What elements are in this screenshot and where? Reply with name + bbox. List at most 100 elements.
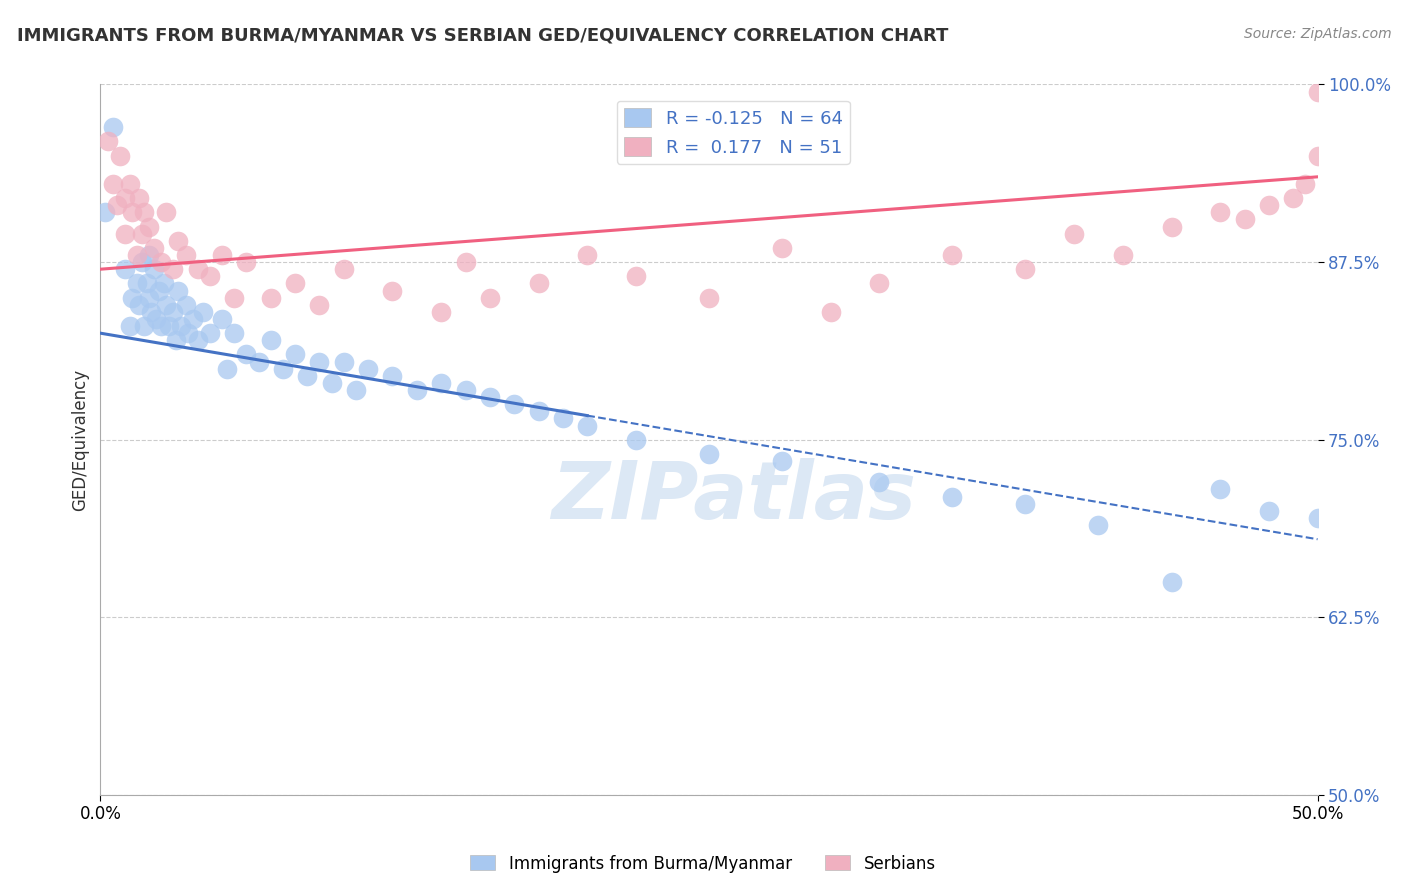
Point bbox=[97, 134, 120, 148]
Point bbox=[333, 354, 356, 368]
Point bbox=[1160, 219, 1182, 234]
Y-axis label: GED/Equivalency: GED/Equivalency bbox=[72, 368, 89, 511]
Point bbox=[134, 205, 156, 219]
Legend: R = -0.125   N = 64, R =  0.177   N = 51: R = -0.125 N = 64, R = 0.177 N = 51 bbox=[617, 101, 849, 164]
Point bbox=[247, 354, 270, 368]
Point bbox=[1306, 511, 1329, 525]
Point bbox=[157, 319, 180, 334]
Point bbox=[941, 248, 963, 262]
Point bbox=[551, 411, 574, 425]
Point bbox=[868, 475, 890, 490]
Point bbox=[138, 248, 160, 262]
Point bbox=[1209, 483, 1232, 497]
Point bbox=[167, 284, 190, 298]
Point bbox=[162, 305, 184, 319]
Point bbox=[165, 333, 187, 347]
Point bbox=[308, 354, 330, 368]
Point bbox=[576, 248, 599, 262]
Point bbox=[235, 255, 257, 269]
Point bbox=[191, 305, 214, 319]
Point bbox=[187, 333, 209, 347]
Point bbox=[576, 418, 599, 433]
Point bbox=[868, 277, 890, 291]
Point bbox=[148, 284, 170, 298]
Point bbox=[430, 376, 453, 390]
Point bbox=[820, 305, 842, 319]
Point bbox=[101, 177, 124, 191]
Point bbox=[105, 198, 128, 212]
Point bbox=[128, 298, 150, 312]
Point bbox=[321, 376, 343, 390]
Point bbox=[478, 390, 501, 404]
Point bbox=[215, 361, 238, 376]
Point bbox=[118, 177, 141, 191]
Point bbox=[1087, 518, 1109, 533]
Point bbox=[138, 291, 160, 305]
Point bbox=[308, 298, 330, 312]
Point bbox=[138, 219, 160, 234]
Point bbox=[150, 255, 173, 269]
Point bbox=[770, 454, 793, 468]
Point bbox=[145, 312, 167, 326]
Point bbox=[260, 333, 283, 347]
Point bbox=[478, 291, 501, 305]
Point bbox=[211, 312, 233, 326]
Point bbox=[284, 347, 307, 361]
Point bbox=[1014, 497, 1036, 511]
Point bbox=[125, 277, 148, 291]
Point bbox=[1160, 574, 1182, 589]
Point bbox=[150, 319, 173, 334]
Point bbox=[697, 447, 720, 461]
Point bbox=[198, 269, 221, 284]
Point bbox=[624, 433, 647, 447]
Point bbox=[125, 248, 148, 262]
Point bbox=[1306, 85, 1329, 99]
Point bbox=[1209, 205, 1232, 219]
Text: IMMIGRANTS FROM BURMA/MYANMAR VS SERBIAN GED/EQUIVALENCY CORRELATION CHART: IMMIGRANTS FROM BURMA/MYANMAR VS SERBIAN… bbox=[17, 27, 948, 45]
Point bbox=[94, 205, 117, 219]
Point bbox=[131, 255, 153, 269]
Point bbox=[155, 205, 177, 219]
Point bbox=[454, 255, 477, 269]
Point bbox=[527, 404, 550, 418]
Point bbox=[1014, 262, 1036, 277]
Point bbox=[121, 291, 143, 305]
Point bbox=[170, 319, 193, 334]
Point bbox=[271, 361, 294, 376]
Point bbox=[1257, 504, 1279, 518]
Point bbox=[198, 326, 221, 340]
Point bbox=[1294, 177, 1316, 191]
Point bbox=[1063, 227, 1085, 241]
Point bbox=[260, 291, 283, 305]
Text: Source: ZipAtlas.com: Source: ZipAtlas.com bbox=[1244, 27, 1392, 41]
Point bbox=[134, 319, 156, 334]
Point bbox=[174, 298, 197, 312]
Point bbox=[224, 326, 246, 340]
Point bbox=[697, 291, 720, 305]
Point bbox=[211, 248, 233, 262]
Point bbox=[152, 277, 174, 291]
Point bbox=[142, 262, 165, 277]
Point bbox=[101, 120, 124, 134]
Point bbox=[357, 361, 380, 376]
Point bbox=[381, 284, 404, 298]
Point bbox=[333, 262, 356, 277]
Point bbox=[114, 191, 136, 205]
Point bbox=[108, 148, 131, 162]
Point bbox=[224, 291, 246, 305]
Point bbox=[770, 241, 793, 255]
Point bbox=[527, 277, 550, 291]
Point bbox=[941, 490, 963, 504]
Point bbox=[454, 383, 477, 397]
Point bbox=[177, 326, 200, 340]
Point bbox=[187, 262, 209, 277]
Point bbox=[128, 191, 150, 205]
Point bbox=[131, 227, 153, 241]
Point bbox=[162, 262, 184, 277]
Point bbox=[344, 383, 367, 397]
Point bbox=[114, 262, 136, 277]
Point bbox=[174, 248, 197, 262]
Point bbox=[430, 305, 453, 319]
Point bbox=[1112, 248, 1135, 262]
Point bbox=[1257, 198, 1279, 212]
